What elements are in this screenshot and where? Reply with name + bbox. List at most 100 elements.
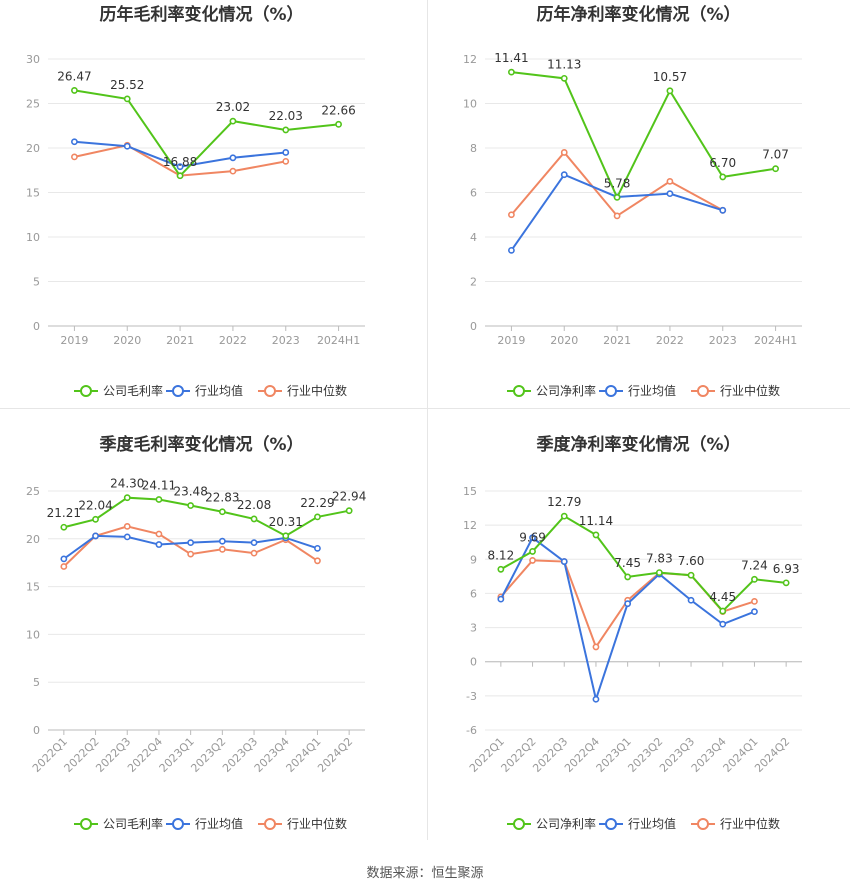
y-tick-label: 10: [463, 98, 477, 111]
legend-item[interactable]: 行业中位数: [691, 816, 780, 831]
data-point: [155, 496, 163, 503]
y-tick-label: 0: [33, 320, 40, 333]
data-point: [560, 149, 568, 156]
data-label: 24.11: [142, 479, 176, 493]
data-label: 8.12: [487, 548, 514, 562]
data-label: 20.31: [269, 515, 303, 529]
y-tick-label: -3: [466, 690, 477, 703]
legend-item[interactable]: 行业中位数: [258, 816, 347, 831]
data-point: [282, 126, 290, 134]
legend-label: 公司净利率: [536, 816, 596, 831]
data-label: 7.07: [762, 148, 789, 162]
y-tick-label: 25: [26, 98, 40, 111]
y-tick-label: 6: [470, 187, 477, 200]
data-point: [719, 607, 727, 615]
data-label: 6.93: [773, 562, 800, 576]
legend-marker: [264, 385, 276, 397]
x-tick-label: 2020: [550, 334, 578, 347]
y-tick-label: 20: [26, 142, 40, 155]
data-point: [624, 573, 632, 581]
series-line-0: [511, 71, 776, 200]
x-tick-label: 2024H1: [317, 334, 360, 347]
chart-quarterly-gross: 季度毛利率变化情况（%）05101520252022Q12022Q22022Q3…: [26, 434, 366, 831]
data-point: [123, 95, 131, 103]
legend-marker: [697, 818, 709, 830]
y-tick-label: 10: [26, 628, 40, 641]
data-point: [666, 190, 674, 198]
chart-title: 历年净利率变化情况（%）: [536, 4, 740, 25]
data-point: [508, 68, 515, 76]
y-tick-label: 20: [26, 533, 40, 546]
data-point: [751, 608, 758, 616]
data-point: [751, 575, 758, 583]
legend-item[interactable]: 公司毛利率: [74, 816, 163, 831]
y-tick-label: 3: [470, 622, 477, 635]
data-point: [719, 206, 727, 214]
chart-annual-gross: 历年毛利率变化情况（%） 0 5 10 15 20 25 30 2019 2020 2021 2022…: [26, 4, 365, 398]
legend-marker: [264, 818, 276, 830]
data-label: 7.60: [678, 554, 705, 568]
data-label: 23.02: [216, 100, 250, 114]
x-tick-label: 2020: [113, 334, 141, 347]
data-point: [250, 549, 258, 557]
data-point: [624, 600, 632, 608]
data-label: 25.52: [110, 78, 144, 92]
y-tick-label: 15: [26, 187, 40, 200]
y-tick-label: 9: [470, 553, 477, 566]
data-point: [229, 167, 237, 175]
x-tick-label: 2023: [272, 334, 300, 347]
legend-item[interactable]: 公司净利率: [507, 816, 596, 831]
legend-item[interactable]: 公司毛利率: [74, 383, 163, 398]
legend-item[interactable]: 行业均值: [599, 816, 676, 831]
data-point: [187, 502, 195, 509]
x-tick-label: 2023: [709, 334, 737, 347]
data-point: [229, 117, 237, 125]
y-tick-label: 5: [33, 676, 40, 689]
x-tick-label: 2024H1: [754, 334, 797, 347]
legend-label: 行业均值: [628, 383, 676, 398]
data-label: 22.03: [269, 109, 303, 123]
data-point: [666, 177, 674, 185]
data-point: [155, 530, 163, 538]
legend-marker: [513, 818, 525, 830]
chart-quarterly-net: 季度净利率变化情况（%）-6-3036912152022Q12022Q22022…: [463, 434, 802, 831]
x-tick-label: 2022: [219, 334, 247, 347]
y-tick-label: 25: [26, 485, 40, 498]
data-point: [218, 537, 226, 545]
series-line-0: [500, 514, 787, 613]
data-point: [560, 512, 568, 520]
data-label: 4.45: [709, 590, 736, 604]
data-point: [71, 153, 78, 161]
x-tick-label: 2024Q2: [315, 735, 355, 775]
data-point: [592, 643, 600, 651]
legend-marker: [513, 385, 525, 397]
legend-item[interactable]: 公司净利率: [507, 383, 596, 398]
y-tick-label: 2: [470, 276, 477, 289]
data-point: [187, 539, 195, 547]
legend-item[interactable]: 行业均值: [166, 816, 243, 831]
data-label: 23.48: [173, 485, 207, 499]
x-tick-label: 2019: [497, 334, 525, 347]
legend-item[interactable]: 行业中位数: [258, 383, 347, 398]
data-point: [92, 515, 99, 523]
data-label: 11.14: [579, 514, 613, 528]
data-point: [613, 212, 621, 220]
data-point: [176, 163, 184, 171]
data-point: [60, 523, 68, 531]
y-tick-label: 8: [470, 142, 477, 155]
data-point: [176, 172, 184, 180]
data-label: 7.24: [741, 558, 768, 572]
data-point: [92, 532, 99, 540]
data-point: [751, 597, 758, 605]
legend-item[interactable]: 行业均值: [599, 383, 676, 398]
legend-item[interactable]: 行业中位数: [691, 383, 780, 398]
legend-item[interactable]: 行业均值: [166, 383, 243, 398]
data-label: 6.70: [709, 156, 736, 170]
data-point: [508, 211, 515, 219]
legend-label: 行业中位数: [287, 816, 347, 831]
y-tick-label: 15: [26, 581, 40, 594]
data-point: [529, 557, 536, 564]
data-point: [508, 246, 515, 254]
data-label: 21.21: [47, 506, 81, 520]
